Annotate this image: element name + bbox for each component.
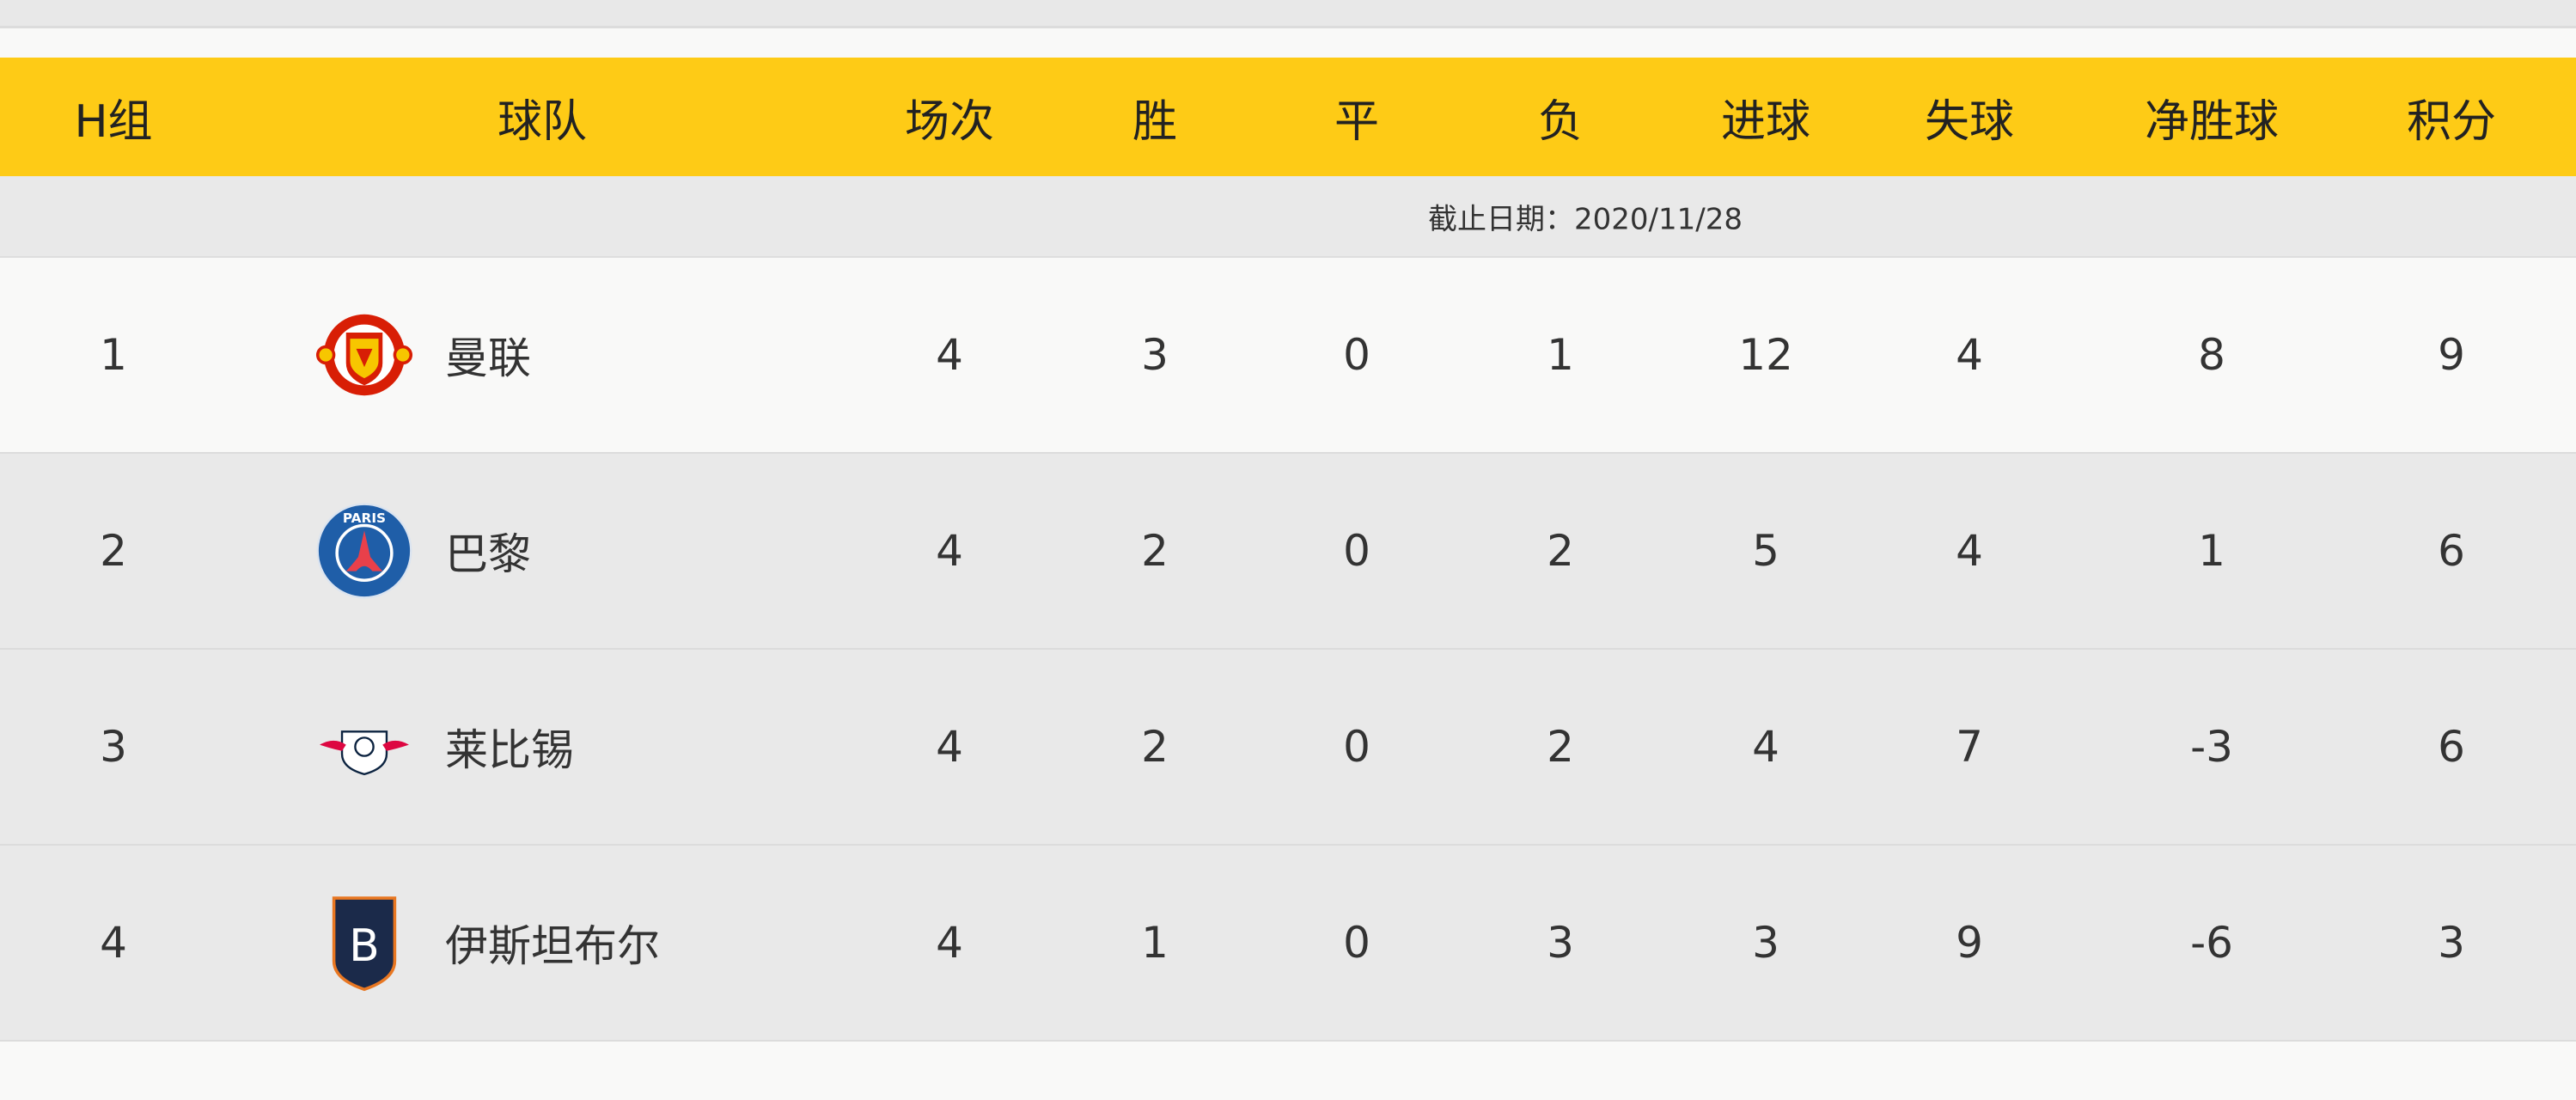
ga-cell: 4 bbox=[1956, 526, 1983, 576]
header-won: 胜 bbox=[1132, 95, 1178, 148]
won-cell: 1 bbox=[1141, 918, 1169, 968]
rank-cell: 2 bbox=[100, 526, 127, 576]
team-cell[interactable]: B 伊斯坦布尔 bbox=[314, 846, 660, 1040]
won-cell: 3 bbox=[1141, 330, 1169, 380]
team-name: 巴黎 bbox=[445, 529, 531, 579]
header-goal-diff: 净胜球 bbox=[2144, 95, 2280, 148]
rank-cell: 4 bbox=[100, 918, 127, 968]
rb-leipzig-logo-icon bbox=[314, 696, 415, 798]
gd-cell: -3 bbox=[2190, 722, 2233, 772]
team-cell[interactable]: PARIS 巴黎 bbox=[314, 454, 531, 648]
team-name: 莱比锡 bbox=[445, 725, 574, 775]
table-row[interactable]: 2 PARIS 巴黎 4 2 0 2 5 4 1 6 bbox=[0, 454, 2576, 650]
header-goals-against: 失球 bbox=[1924, 95, 2015, 148]
table-row[interactable]: 1 曼联 4 3 0 1 12 4 8 9 bbox=[0, 258, 2576, 454]
ga-cell: 7 bbox=[1956, 722, 1983, 772]
header-lost: 负 bbox=[1537, 95, 1584, 148]
pts-cell: 3 bbox=[2438, 918, 2465, 968]
drawn-cell: 0 bbox=[1343, 918, 1370, 968]
gd-cell: 8 bbox=[2198, 330, 2225, 380]
svg-text:PARIS: PARIS bbox=[343, 510, 386, 526]
header-played: 场次 bbox=[904, 95, 995, 148]
team-cell[interactable]: 曼联 bbox=[314, 258, 531, 452]
header-drawn: 平 bbox=[1334, 95, 1380, 148]
lost-cell: 2 bbox=[1547, 722, 1574, 772]
played-cell: 4 bbox=[936, 918, 963, 968]
gd-cell: -6 bbox=[2190, 918, 2233, 968]
date-note: 截止日期：2020/11/28 bbox=[1428, 202, 1743, 236]
rank-cell: 1 bbox=[100, 330, 127, 380]
team-cell[interactable]: 莱比锡 bbox=[314, 650, 574, 844]
gd-cell: 1 bbox=[2198, 526, 2225, 576]
rank-cell: 3 bbox=[100, 722, 127, 772]
drawn-cell: 0 bbox=[1343, 526, 1370, 576]
table-row[interactable]: 3 莱比锡 4 2 0 2 4 7 -3 6 bbox=[0, 650, 2576, 846]
header-team: 球队 bbox=[497, 95, 588, 148]
table-row[interactable]: 4 B 伊斯坦布尔 4 1 0 3 3 9 -6 3 bbox=[0, 846, 2576, 1042]
team-name: 伊斯坦布尔 bbox=[445, 921, 660, 971]
svg-text:B: B bbox=[349, 920, 380, 972]
lost-cell: 2 bbox=[1547, 526, 1574, 576]
table-header: H组 球队 场次 胜 平 负 进球 失球 净胜球 积分 bbox=[0, 58, 2576, 176]
team-name: 曼联 bbox=[445, 333, 531, 383]
gf-cell: 3 bbox=[1752, 918, 1779, 968]
won-cell: 2 bbox=[1141, 526, 1169, 576]
drawn-cell: 0 bbox=[1343, 330, 1370, 380]
drawn-cell: 0 bbox=[1343, 722, 1370, 772]
played-cell: 4 bbox=[936, 722, 963, 772]
top-band bbox=[0, 0, 2576, 28]
pts-cell: 6 bbox=[2438, 722, 2465, 772]
gf-cell: 4 bbox=[1752, 722, 1779, 772]
lost-cell: 1 bbox=[1547, 330, 1574, 380]
pts-cell: 9 bbox=[2438, 330, 2465, 380]
header-goals-for: 进球 bbox=[1720, 95, 1811, 148]
won-cell: 2 bbox=[1141, 722, 1169, 772]
header-points: 积分 bbox=[2406, 95, 2497, 148]
manchester-united-logo-icon bbox=[314, 304, 415, 406]
played-cell: 4 bbox=[936, 330, 963, 380]
ga-cell: 4 bbox=[1956, 330, 1983, 380]
basaksehir-logo-icon: B bbox=[314, 892, 415, 993]
date-row: 截止日期：2020/11/28 bbox=[0, 176, 2576, 258]
gf-cell: 5 bbox=[1752, 526, 1779, 576]
lost-cell: 3 bbox=[1547, 918, 1574, 968]
ga-cell: 9 bbox=[1956, 918, 1983, 968]
header-group: H组 bbox=[74, 95, 153, 148]
pts-cell: 6 bbox=[2438, 526, 2465, 576]
psg-logo-icon: PARIS bbox=[314, 500, 415, 602]
gf-cell: 12 bbox=[1738, 330, 1793, 380]
played-cell: 4 bbox=[936, 526, 963, 576]
